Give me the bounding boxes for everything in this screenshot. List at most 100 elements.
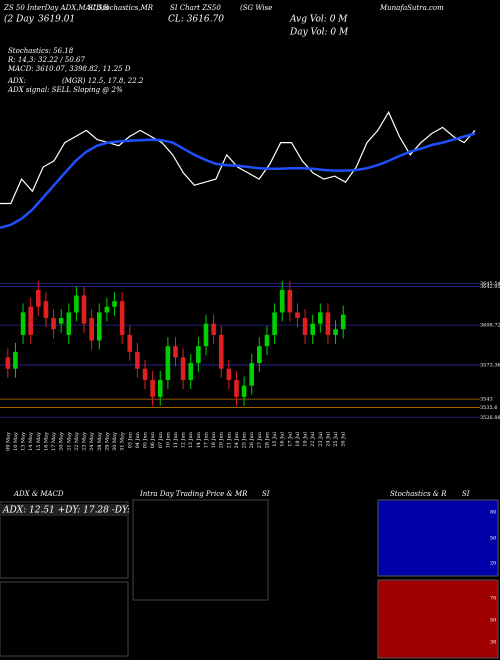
- panel-title: Stochastics & R: [390, 490, 447, 498]
- x-tick-label: 17 Jun: [203, 431, 209, 448]
- candle-body: [28, 306, 33, 335]
- x-tick-label: 17 May: [51, 432, 57, 451]
- x-tick-label: 18 Jun: [211, 431, 217, 448]
- candle-body: [58, 318, 64, 324]
- candle-body: [234, 379, 239, 397]
- candle-body: [318, 312, 323, 324]
- candle-body: [180, 357, 186, 380]
- panel-title: Intra Day Trading Price & MR: [139, 490, 248, 498]
- candle-body: [112, 301, 117, 307]
- candle-body: [272, 312, 277, 335]
- candle-body: [96, 312, 102, 341]
- y-tick-label: 3535.6: [480, 405, 498, 411]
- candle-body: [279, 289, 285, 313]
- intraday-panel: [132, 499, 269, 601]
- candle-body: [333, 329, 338, 335]
- day-label: (2 Day: [4, 14, 35, 25]
- candle-body: [51, 318, 56, 330]
- title: ZS 50 InterDay ADX,MACD,B: [3, 4, 109, 12]
- candle-body: [36, 289, 41, 307]
- x-tick-label: 24 Jun: [234, 431, 240, 448]
- x-tick-label: 23 Jul: [318, 432, 324, 447]
- panel-title: SI: [262, 490, 270, 498]
- day-value: 3619.01: [38, 15, 75, 25]
- x-tick-label: 16 May: [43, 432, 49, 451]
- y-tick-label: 3645.54: [480, 281, 500, 287]
- x-tick-label: 15 May: [36, 432, 42, 451]
- rsi-tick: 50: [490, 618, 496, 624]
- x-tick-label: 07 Jun: [158, 431, 164, 448]
- x-tick-label: 28 May: [97, 432, 103, 451]
- candle-body: [20, 312, 26, 335]
- macd: MACD: 3610.07, 3398.82, 11.25 D: [7, 65, 131, 73]
- candle-body: [264, 334, 270, 347]
- price-line: [0, 132, 476, 230]
- candle-body: [157, 379, 163, 397]
- x-tick-label: 13 Jun: [188, 431, 194, 448]
- x-tick-label: 14 May: [28, 432, 34, 451]
- candle-body: [211, 323, 216, 335]
- candle-body: [218, 334, 224, 369]
- x-tick-label: 27 Jun: [257, 431, 263, 448]
- x-tick-label: 15 Jul: [272, 432, 278, 447]
- x-tick-label: 29 May: [104, 432, 110, 451]
- chart-name: SI Chart ZS50: [170, 4, 221, 12]
- x-tick-label: 24 Jul: [325, 432, 331, 447]
- candle-body: [302, 318, 308, 335]
- x-tick-label: 21 May: [66, 432, 72, 451]
- candle-body: [340, 314, 346, 330]
- x-tick-label: 30 May: [112, 432, 118, 451]
- candle-body: [165, 346, 171, 380]
- y-tick-label: 3642.95: [480, 284, 500, 290]
- x-tick-label: 13 May: [21, 432, 27, 451]
- candle-body: [325, 312, 331, 335]
- x-tick-label: 28 Jun: [264, 431, 270, 448]
- macd-panel: [0, 581, 129, 657]
- x-tick-label: 25 Jul: [333, 432, 339, 447]
- x-tick-label: 18 Jul: [295, 432, 301, 447]
- y-tick-label: 3573.36: [480, 362, 500, 368]
- x-tick-label: 20 May: [59, 432, 65, 451]
- x-tick-label: 31 May: [120, 432, 126, 451]
- x-tick-label: 26 Jun: [249, 431, 255, 448]
- x-tick-label: 24 May: [89, 432, 95, 451]
- x-tick-label: 25 Jun: [242, 431, 248, 448]
- candle-body: [135, 351, 140, 369]
- source: MunafaSutra.com: [379, 4, 444, 12]
- x-tick-label: 11 Jun: [173, 431, 179, 448]
- day-vol: Day Vol: 0 M: [289, 28, 349, 38]
- x-tick-label: 17 Jul: [287, 432, 293, 447]
- candle-body: [119, 301, 125, 335]
- candle-body: [150, 379, 155, 397]
- rsi-tick: 30: [490, 640, 496, 646]
- subtitle: SI,Stochastics,MR: [88, 4, 154, 12]
- x-tick-label: 06 Jun: [150, 431, 156, 448]
- panel-title: ADX & MACD: [13, 490, 64, 498]
- candle-body: [5, 357, 11, 369]
- price-line: [0, 110, 476, 205]
- adx-signal: ADX signal: SELL Sloping @ 2%: [7, 86, 123, 94]
- candle-body: [89, 318, 94, 341]
- candle-body: [203, 323, 209, 347]
- x-tick-label: 03 Jun: [127, 431, 133, 448]
- candle-body: [241, 385, 247, 397]
- x-tick-label: 09 May: [5, 432, 11, 451]
- stoch-tick: 50: [490, 536, 496, 542]
- candle-body: [66, 312, 72, 335]
- x-tick-label: 10 Jun: [165, 431, 171, 448]
- x-tick-label: 19 Jul: [303, 432, 309, 447]
- rsi: R: 14,3: 32.22 / 50.67: [7, 56, 85, 64]
- candle-body: [142, 368, 148, 380]
- source: (SG Wise: [240, 4, 272, 12]
- x-tick-label: 04 Jun: [135, 431, 141, 448]
- x-tick-label: 21 Jun: [226, 431, 232, 448]
- candle-body: [74, 295, 79, 313]
- candle-body: [173, 346, 178, 358]
- mgr: (MGR) 12.5, 17.8, 22.2: [62, 77, 144, 85]
- candle-body: [196, 346, 201, 364]
- close: CL: 3616.70: [168, 15, 224, 25]
- candle-body: [295, 312, 300, 319]
- stoch-panel: [377, 499, 499, 577]
